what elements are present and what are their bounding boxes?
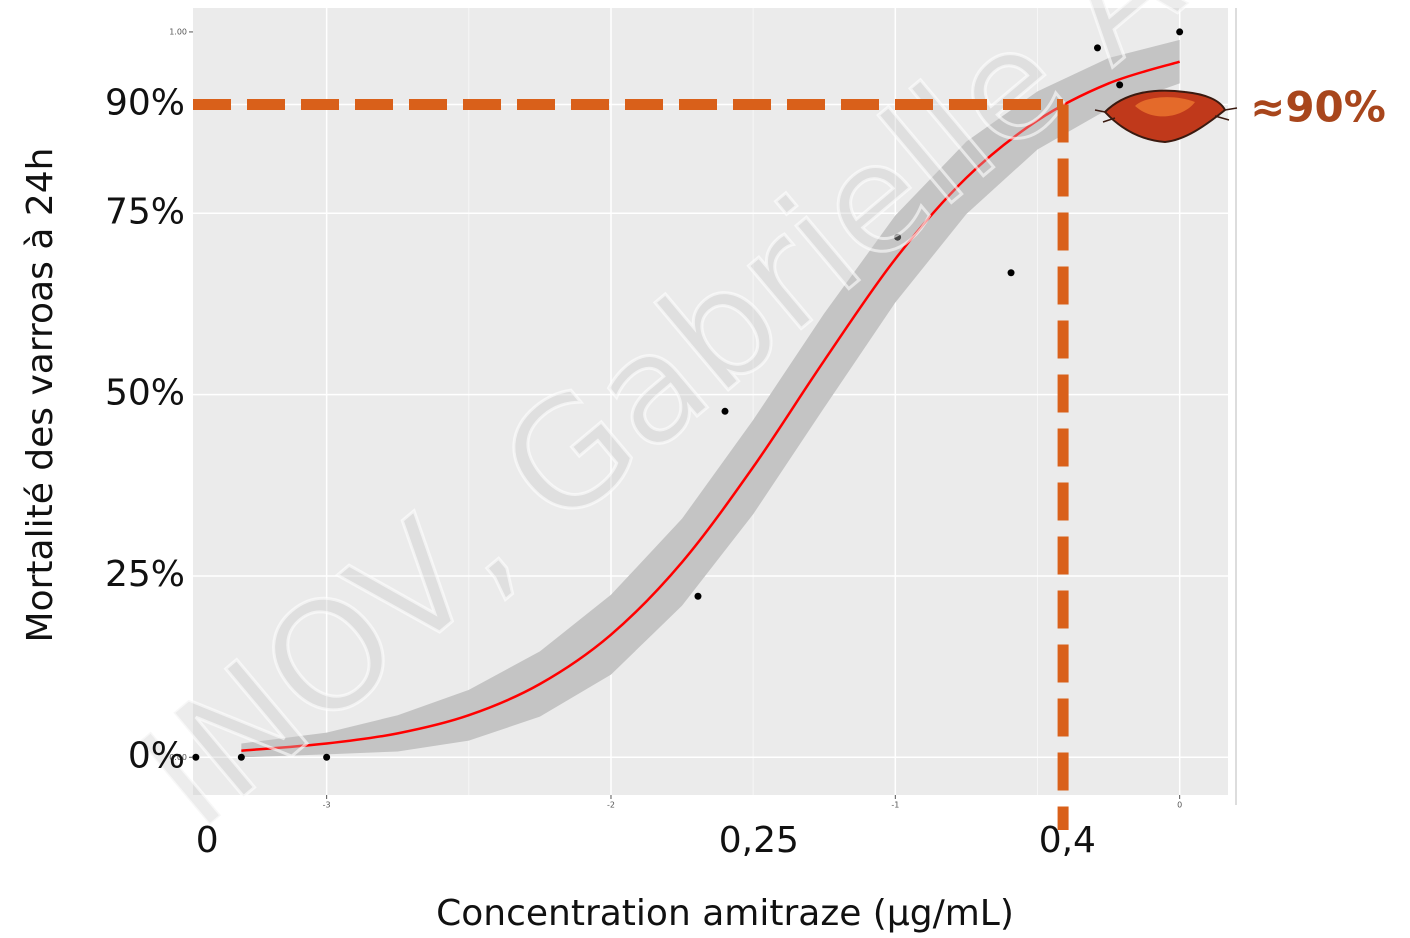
overlay-x-label: 0,4	[1039, 820, 1096, 861]
data-point	[694, 593, 701, 600]
overlay-y-label: 90%	[105, 82, 185, 123]
chart: ≈90% Mortalité des varroas à 24h Concent…	[0, 0, 1410, 938]
data-point	[1008, 269, 1015, 276]
x-tick-label: -3	[323, 801, 331, 810]
x-tick-label: 0	[1177, 801, 1182, 810]
annotation: ≈90%	[1250, 83, 1386, 132]
overlay-y-label: 25%	[105, 554, 185, 595]
overlay-x-label: 0,25	[719, 820, 799, 861]
y-tick-label: 1.00	[169, 27, 187, 36]
x-tick-label: -1	[891, 801, 899, 810]
overlay-y-label: 0%	[128, 735, 185, 776]
x-axis-title: Concentration amitraze (µg/mL)	[436, 893, 1014, 934]
overlay-y-label: 50%	[105, 373, 185, 414]
x-tick-label: -2	[607, 801, 615, 810]
overlay-x-label: 0	[196, 820, 219, 861]
overlay-y-label: 75%	[105, 191, 185, 232]
y-axis-title: Mortalité des varroas à 24h	[20, 148, 61, 643]
